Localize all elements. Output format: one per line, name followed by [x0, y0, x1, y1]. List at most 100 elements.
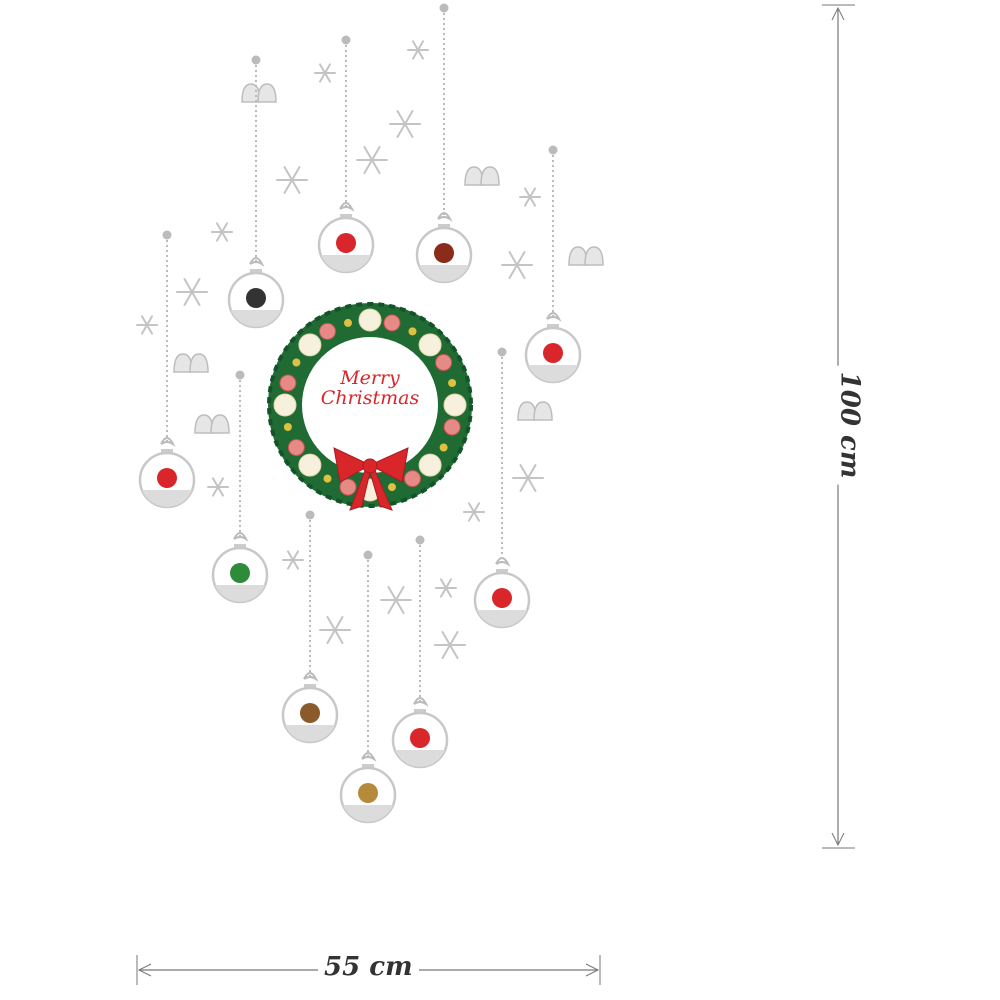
snowflake-arm: [363, 146, 381, 174]
snowflake-icon: [211, 222, 233, 242]
ornament-santa: [524, 145, 582, 384]
poinsettia-flower: [358, 308, 382, 332]
snowflake-arm: [216, 222, 228, 242]
poinsettia-flower: [298, 453, 322, 477]
ornament-bow: [546, 312, 562, 322]
snowflake-icon: [282, 550, 304, 570]
bow-knot: [362, 458, 378, 474]
ornament-bow: [303, 672, 319, 682]
ornament-cap: [340, 214, 352, 219]
snowflake-icon: [136, 315, 158, 335]
ornament-santa-with-sack: [473, 347, 531, 629]
snowflake-arm: [326, 616, 344, 644]
snowflake-arm: [141, 315, 153, 335]
ornament-santa-sleigh: [138, 230, 196, 509]
ornament-figure: [246, 288, 266, 308]
gold-star: [408, 327, 417, 336]
snowflake-icon: [176, 278, 208, 306]
ornament-snow: [395, 750, 445, 767]
ornament-holly-bow: [317, 35, 375, 274]
width-arrowheads: [137, 963, 600, 977]
ornament-figure: [230, 563, 250, 583]
ornament-cap: [547, 324, 559, 329]
bauble: [319, 322, 336, 340]
hanger-dot: [162, 230, 172, 240]
ornament-snow: [343, 805, 393, 822]
ornament-bow: [233, 532, 249, 542]
snowflake-arm: [396, 110, 414, 138]
bow-loop-left: [333, 447, 372, 483]
ornament-bow: [413, 697, 429, 707]
bells-icon: [173, 353, 209, 373]
bells-icon: [517, 401, 553, 421]
snowflake-arm: [387, 586, 405, 614]
greeting-line-2: Christmas: [320, 387, 420, 409]
poinsettia-flower: [298, 333, 322, 357]
ornament-bow: [249, 257, 265, 267]
hanger-dot: [363, 550, 373, 560]
hanger-dot: [235, 370, 245, 380]
poinsettia-flower: [418, 333, 442, 357]
snowflake-arm: [183, 278, 201, 306]
snowflake-icon: [512, 464, 544, 492]
snowflake-icon: [380, 586, 412, 614]
height-arrowheads: [831, 6, 845, 847]
bauble: [443, 418, 461, 436]
bauble: [279, 374, 297, 392]
bauble: [339, 478, 357, 496]
bow-loop-right: [368, 447, 409, 483]
ornament-bow: [495, 557, 511, 567]
ornament-cap: [234, 544, 246, 549]
bauble: [435, 354, 453, 371]
ornament-snow: [215, 585, 265, 602]
bell: [480, 166, 500, 186]
wreath-edge: [267, 302, 473, 508]
christmas-wreath: [267, 302, 473, 511]
bell: [241, 83, 261, 103]
hanger-dot: [341, 35, 351, 45]
snowflake-icon: [314, 63, 336, 83]
snowflake-arm: [283, 166, 301, 194]
poinsettia-flower: [443, 393, 467, 417]
hanger-dot: [251, 55, 261, 65]
ornament-cap: [496, 569, 508, 574]
bell: [189, 353, 209, 373]
wreath-greeting: Merry Christmas: [310, 368, 430, 408]
bells-icon: [194, 414, 230, 434]
bauble: [383, 314, 401, 332]
ornament-cap: [161, 449, 173, 454]
snowflake-arm: [524, 187, 536, 207]
ornament-cap: [304, 684, 316, 689]
ornament-lantern-house: [391, 535, 449, 769]
ornament-figure: [492, 588, 512, 608]
ornament-figure: [336, 233, 356, 253]
bell: [533, 401, 553, 421]
ornament-snow: [231, 310, 281, 327]
ornament-gift-boxes: [339, 550, 397, 824]
snowflake-arm: [319, 63, 331, 83]
ornament-snow: [528, 365, 578, 382]
height-dimension-label: 100 cm: [834, 365, 865, 485]
snowflake-arm: [468, 502, 480, 522]
red-bow: [333, 447, 409, 511]
bell: [210, 414, 230, 434]
ornament-bow: [339, 202, 355, 212]
ornament-cap: [250, 269, 262, 274]
gold-star: [323, 474, 332, 483]
ornament-snowman: [227, 55, 285, 329]
hanger-dot: [439, 3, 449, 13]
snowflake-arm: [519, 464, 537, 492]
hanger-dot: [305, 510, 315, 520]
snowflake-arm: [212, 477, 224, 497]
greeting-line-1: Merry: [340, 367, 400, 389]
gold-star: [344, 318, 353, 327]
snowflake-arm: [440, 578, 452, 598]
gold-star: [448, 379, 457, 388]
ornament-figure: [410, 728, 430, 748]
hanger-dot: [415, 535, 425, 545]
poinsettia-flower: [418, 453, 442, 477]
bauble: [287, 439, 305, 456]
snowflake-icon: [319, 616, 351, 644]
ornament-cap: [438, 224, 450, 229]
snowflake-icon: [207, 477, 229, 497]
